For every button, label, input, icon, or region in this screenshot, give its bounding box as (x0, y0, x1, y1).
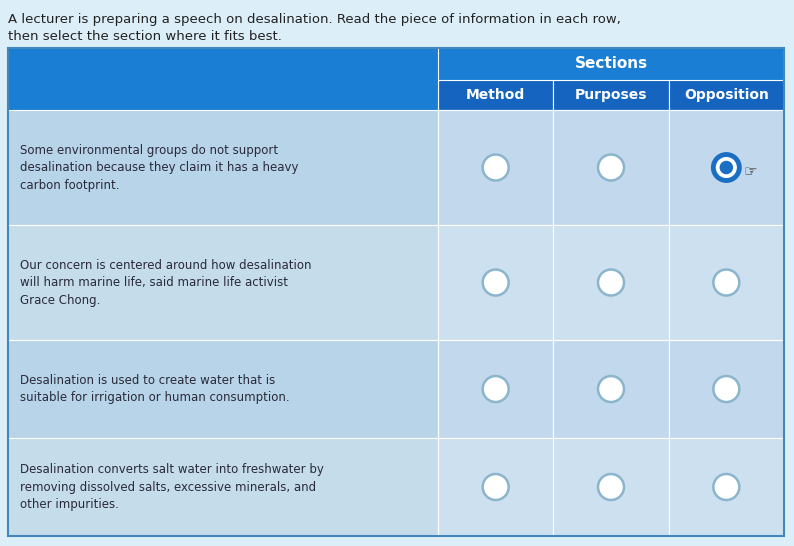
Polygon shape (553, 80, 669, 110)
Polygon shape (8, 340, 438, 438)
Circle shape (483, 376, 509, 402)
Circle shape (598, 376, 624, 402)
Polygon shape (553, 225, 669, 340)
Polygon shape (8, 225, 438, 340)
Circle shape (598, 155, 624, 181)
Polygon shape (8, 80, 438, 110)
Polygon shape (553, 110, 669, 225)
Text: A lecturer is preparing a speech on desalination. Read the piece of information : A lecturer is preparing a speech on desa… (8, 13, 621, 26)
Polygon shape (669, 110, 784, 225)
Polygon shape (8, 48, 438, 80)
Circle shape (719, 161, 733, 174)
Polygon shape (438, 110, 553, 225)
Polygon shape (438, 48, 784, 80)
Polygon shape (8, 110, 438, 225)
Circle shape (483, 155, 509, 181)
Text: Desalination is used to create water that is
suitable for irrigation or human co: Desalination is used to create water tha… (20, 374, 290, 404)
Circle shape (713, 474, 739, 500)
Circle shape (713, 376, 739, 402)
Text: Our concern is centered around how desalination
will harm marine life, said mari: Our concern is centered around how desal… (20, 258, 311, 306)
Polygon shape (669, 340, 784, 438)
Circle shape (483, 270, 509, 295)
Circle shape (598, 270, 624, 295)
Circle shape (483, 474, 509, 500)
Polygon shape (669, 225, 784, 340)
Polygon shape (438, 80, 553, 110)
Text: ☞: ☞ (743, 164, 757, 179)
Text: Opposition: Opposition (684, 88, 769, 102)
Polygon shape (438, 438, 553, 536)
Polygon shape (438, 225, 553, 340)
Circle shape (713, 270, 739, 295)
Text: Sections: Sections (574, 56, 648, 72)
Text: then select the section where it fits best.: then select the section where it fits be… (8, 30, 282, 43)
Polygon shape (438, 340, 553, 438)
Polygon shape (669, 438, 784, 536)
Polygon shape (553, 340, 669, 438)
Polygon shape (553, 438, 669, 536)
Text: Desalination converts salt water into freshwater by
removing dissolved salts, ex: Desalination converts salt water into fr… (20, 463, 324, 511)
Text: Method: Method (466, 88, 526, 102)
Text: Purposes: Purposes (575, 88, 647, 102)
Text: Some environmental groups do not support
desalination because they claim it has : Some environmental groups do not support… (20, 144, 299, 192)
Polygon shape (669, 80, 784, 110)
Circle shape (713, 155, 739, 181)
Polygon shape (8, 438, 438, 536)
Circle shape (598, 474, 624, 500)
